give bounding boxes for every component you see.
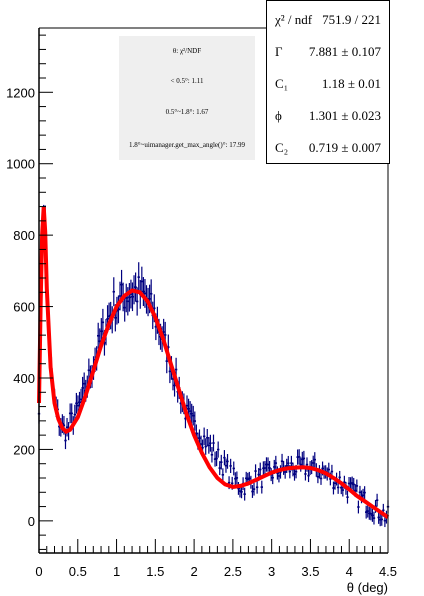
stat-row: C₁ 1.18 ± 0.01 — [267, 69, 389, 98]
stat-name: Γ — [275, 44, 283, 59]
stat-value: 1.301 ± 0.023 — [308, 108, 381, 123]
stat-row: ϕ 1.301 ± 0.023 — [267, 101, 389, 130]
stat-value: 1.18 ± 0.01 — [321, 76, 381, 91]
y-tick-label: 800 — [13, 228, 35, 243]
x-tick-label: 2.5 — [224, 564, 242, 579]
x-tick-label: 1 — [113, 564, 120, 579]
note-line-2: 0.5°~1.8°: 1.67 — [165, 108, 209, 116]
stat-name: C₂ — [275, 140, 289, 155]
tick-labels: 0 0.5 1 1.5 2 2.5 3 3.5 4 4.5 0 200 400 600 800 1000 120… — [6, 85, 397, 579]
stat-row: C₂ 0.719 ± 0.007 — [267, 133, 389, 162]
ticks — [38, 34, 389, 553]
x-tick-label: 3 — [268, 564, 275, 579]
stat-name: C₁ — [275, 76, 289, 91]
y-tick-label: 200 — [13, 442, 35, 457]
stat-value: 0.719 ± 0.007 — [308, 140, 381, 155]
x-tick-label: 2 — [190, 564, 197, 579]
x-tick-label: 4 — [346, 564, 353, 579]
note-line-1: < 0.5°: 1.11 — [170, 77, 204, 85]
y-tick-label: 600 — [13, 300, 35, 315]
x-tick-label: 0 — [35, 564, 42, 579]
stat-row: χ² / ndf 751.9 / 221 — [267, 5, 389, 34]
x-tick-label: 0.5 — [69, 564, 87, 579]
note-header: θ: χ²/NDF — [172, 47, 202, 55]
stat-value: 7.881 ± 0.107 — [308, 44, 381, 59]
y-tick-label: 400 — [13, 371, 35, 386]
fit-curve — [37, 206, 390, 519]
fit-stats-box: χ² / ndf 751.9 / 221 Γ 7.881 ± 0.107 C₁ … — [266, 0, 390, 164]
note-line-3: 1.8°~uimanager.get_max_angle()°: 17.99 — [129, 141, 245, 149]
fit-quality-note: θ: χ²/NDF < 0.5°: 1.11 0.5°~1.8°: 1.67 1… — [119, 36, 255, 160]
x-tick-label: 4.5 — [379, 564, 397, 579]
stat-name: ϕ — [275, 108, 282, 123]
x-tick-label: 1.5 — [146, 564, 164, 579]
x-tick-label: 3.5 — [301, 564, 319, 579]
stat-value: 751.9 / 221 — [322, 12, 381, 27]
y-tick-label: 1200 — [6, 85, 35, 100]
y-tick-label: 1000 — [6, 157, 35, 172]
stat-name: χ² / ndf — [275, 12, 313, 27]
y-tick-label: 0 — [28, 514, 35, 529]
stat-row: Γ 7.881 ± 0.107 — [267, 37, 389, 66]
x-axis-label: θ (deg) — [347, 580, 388, 595]
